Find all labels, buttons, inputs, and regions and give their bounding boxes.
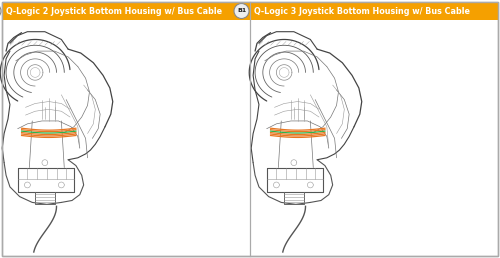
Bar <box>2 2 250 20</box>
Text: B1: B1 <box>237 9 246 13</box>
Circle shape <box>0 4 1 19</box>
Text: Q-Logic 2 Joystick Bottom Housing w/ Bus Cable: Q-Logic 2 Joystick Bottom Housing w/ Bus… <box>6 6 222 15</box>
Text: Q-Logic 3 Joystick Bottom Housing w/ Bus Cable: Q-Logic 3 Joystick Bottom Housing w/ Bus… <box>254 6 470 15</box>
Bar <box>250 2 498 20</box>
Circle shape <box>234 4 249 19</box>
